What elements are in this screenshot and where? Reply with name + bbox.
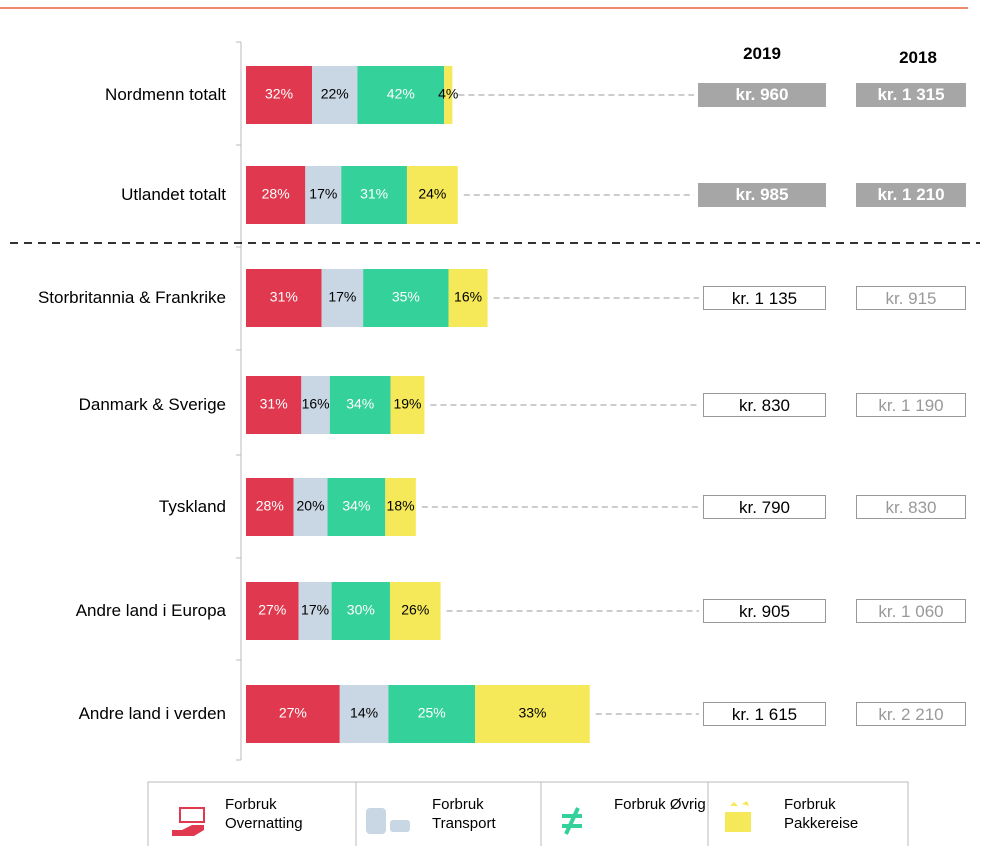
bar-segment: [312, 66, 358, 124]
category-label: Utlandet totalt: [121, 185, 226, 204]
legend-box: [147, 781, 909, 846]
legend-label: Forbruk Pakkereise: [784, 796, 859, 832]
icon-transport: [366, 808, 410, 834]
bar-segment: [406, 166, 458, 224]
segment-label: 35%: [392, 289, 420, 305]
icon-ovrig: [562, 807, 582, 835]
category-label: Storbritannia & Frankrike: [37, 288, 226, 307]
bar-segment: [246, 166, 306, 224]
bar-segment: [329, 376, 391, 434]
segment-label: 20%: [297, 498, 325, 514]
bar-segment: [339, 685, 389, 743]
column-header: 2018: [899, 48, 937, 67]
total-box: kr. 905: [703, 599, 826, 623]
segment-label: 33%: [518, 705, 546, 721]
total-box: kr. 790: [703, 495, 826, 519]
total-box: kr. 1 060: [856, 599, 966, 623]
bar-segment: [298, 582, 332, 640]
total-box: kr. 1 190: [856, 393, 966, 417]
bar-segment: [246, 376, 302, 434]
total-box: kr. 1 615: [703, 702, 826, 726]
segment-label: 25%: [418, 705, 446, 721]
bar-segment: [301, 376, 330, 434]
total-box: kr. 915: [856, 286, 966, 310]
bar-segment: [448, 269, 488, 327]
segment-label: 17%: [309, 186, 337, 202]
category-label: Andre land i verden: [78, 704, 226, 723]
category-label: Nordmenn totalt: [105, 85, 226, 104]
segment-label: 24%: [418, 186, 446, 202]
segment-label: 28%: [256, 498, 284, 514]
bar-segment: [305, 166, 342, 224]
bar-segment: [246, 582, 299, 640]
icon-overnatting: [172, 807, 205, 836]
bar-segment: [293, 478, 328, 536]
bar-segment: [385, 478, 416, 536]
bar-segment: [327, 478, 386, 536]
segment-label: 31%: [360, 186, 388, 202]
legend-label: Forbruk Overnatting: [225, 796, 303, 832]
total-box: kr. 1 210: [856, 183, 966, 207]
segment-label: 18%: [387, 498, 415, 514]
segment-label: 32%: [265, 86, 293, 102]
segment-label: 16%: [302, 396, 330, 412]
bar-segment: [246, 685, 340, 743]
bar-segment: [246, 478, 294, 536]
category-label: Danmark & Sverige: [78, 395, 226, 414]
segment-label: 34%: [346, 396, 374, 412]
segment-label: 17%: [301, 602, 329, 618]
segment-label: 34%: [342, 498, 370, 514]
legend-label: Forbruk Øvrig: [614, 796, 706, 813]
legend-label: Forbruk Transport: [432, 796, 496, 832]
segment-label: 4%: [438, 86, 458, 102]
segment-label: 31%: [270, 289, 298, 305]
bar-segment: [341, 166, 407, 224]
bar-segment: [246, 66, 313, 124]
total-box: kr. 985: [698, 183, 826, 207]
segment-label: 22%: [321, 86, 349, 102]
segment-label: 42%: [387, 86, 415, 102]
column-header: 2019: [743, 44, 781, 63]
segment-label: 31%: [260, 396, 288, 412]
bar-segment: [331, 582, 390, 640]
total-box: kr. 830: [703, 393, 826, 417]
segment-label: 30%: [347, 602, 375, 618]
segment-label: 14%: [350, 705, 378, 721]
segment-label: 16%: [454, 289, 482, 305]
bar-segment: [475, 685, 590, 743]
bar-segment: [390, 376, 425, 434]
total-box: kr. 2 210: [856, 702, 966, 726]
bar-segment: [388, 685, 476, 743]
segment-label: 17%: [328, 289, 356, 305]
segment-label: 28%: [262, 186, 290, 202]
bar-segment: [357, 66, 445, 124]
bar-segment: [363, 269, 449, 327]
category-label: Andre land i Europa: [75, 601, 226, 620]
icon-pakkereise: [725, 801, 751, 832]
segment-label: 26%: [401, 602, 429, 618]
category-label: Tyskland: [158, 497, 226, 516]
bar-segment: [321, 269, 364, 327]
bar-segment: [246, 269, 322, 327]
segment-label: 27%: [258, 602, 286, 618]
bar-segment: [444, 66, 453, 124]
total-box: kr. 830: [856, 495, 966, 519]
total-box: kr. 1 315: [856, 83, 966, 107]
segment-label: 27%: [279, 705, 307, 721]
segment-label: 19%: [393, 396, 421, 412]
bar-segment: [389, 582, 441, 640]
total-box: kr. 960: [698, 83, 826, 107]
total-box: kr. 1 135: [703, 286, 826, 310]
